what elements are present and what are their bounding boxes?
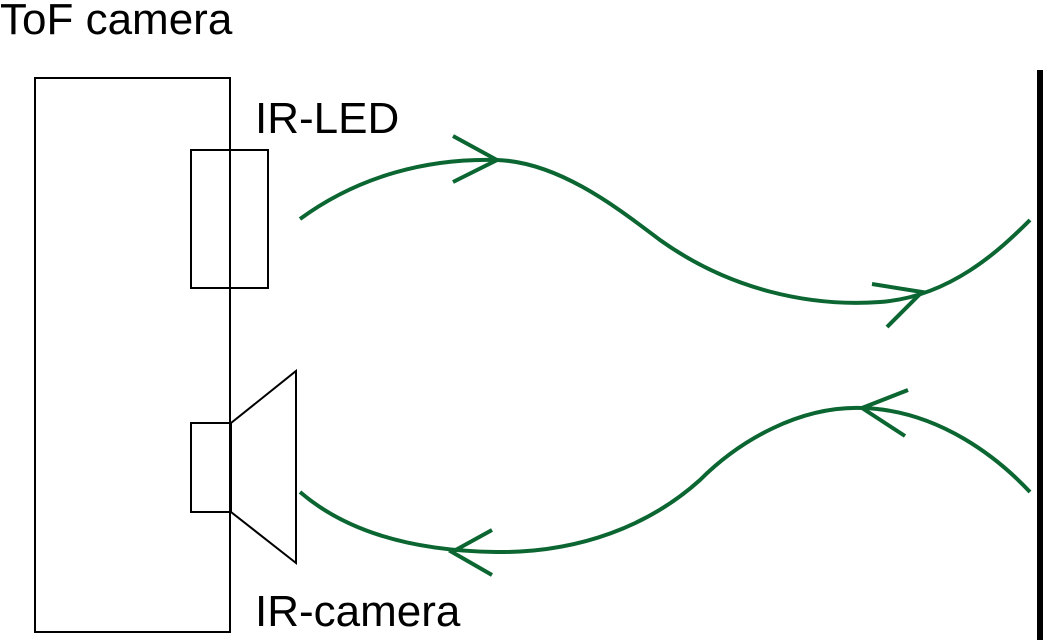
outgoing-arrowhead-2 <box>871 282 927 329</box>
outgoing-light-wave <box>298 157 1032 305</box>
ir-camera-sensor-box <box>190 422 232 513</box>
ir-camera-lens <box>230 368 297 566</box>
returning-light-wave <box>298 405 1032 555</box>
ir-led-label: IR-LED <box>255 94 399 143</box>
ir-camera-label: IR-camera <box>255 587 461 636</box>
returning-arrowhead-2 <box>447 528 493 577</box>
camera-body <box>34 77 231 633</box>
diagram-title: ToF camera <box>0 0 233 44</box>
ir-led-box <box>190 149 269 289</box>
returning-arrowhead-1 <box>857 388 909 438</box>
outgoing-arrowhead-1 <box>452 134 502 184</box>
